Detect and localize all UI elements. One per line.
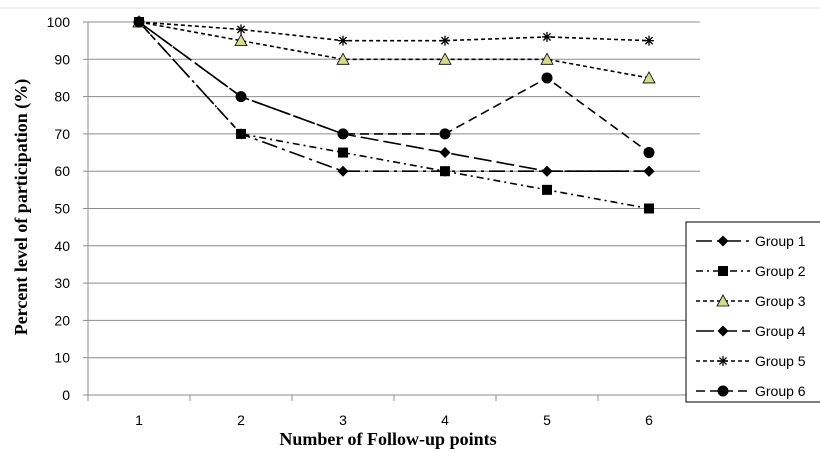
data-point	[338, 35, 348, 46]
data-point	[234, 33, 248, 47]
gridlines	[88, 21, 700, 359]
data-point	[643, 165, 655, 177]
legend-entry: Group 4	[696, 323, 806, 339]
data-point	[236, 128, 246, 139]
data-point	[440, 166, 450, 177]
y-tick-label: 20	[54, 312, 70, 328]
series-6	[133, 16, 655, 159]
legend: Group 1 Group 2 Group 3 Group 4 Group 5 Group…	[685, 221, 820, 403]
legend-entry: Group 6	[696, 383, 806, 399]
legend-label: Group 6	[755, 383, 806, 399]
series-3	[132, 15, 656, 84]
y-tick-label: 100	[47, 14, 71, 30]
data-point	[542, 31, 552, 42]
data-point	[718, 266, 728, 276]
data-point	[439, 128, 451, 140]
data-point	[540, 52, 554, 65]
data-point	[717, 385, 729, 397]
data-point	[235, 91, 247, 103]
x-tick-label: 6	[645, 412, 653, 428]
series-5	[134, 17, 654, 46]
x-axis-ticks: 1 2 3 4 5 6	[135, 412, 653, 428]
y-tick-label: 50	[54, 201, 70, 217]
data-point	[642, 71, 656, 84]
series-line	[138, 21, 650, 154]
data-point	[133, 16, 145, 28]
x-tick-label: 2	[237, 412, 245, 428]
y-tick-label: 70	[54, 126, 70, 142]
data-point	[717, 235, 729, 247]
x-tick-label: 3	[339, 412, 347, 428]
legend-entry: Group 3	[696, 293, 806, 309]
series-line	[138, 21, 650, 210]
x-tick-label: 4	[441, 412, 449, 428]
x-tick-label: 5	[543, 412, 551, 428]
data-point	[541, 165, 553, 177]
y-tick-label: 90	[54, 51, 70, 67]
series-2	[134, 17, 654, 214]
data-point	[338, 147, 348, 158]
y-tick-label: 40	[54, 238, 70, 254]
data-point	[541, 72, 553, 84]
y-tick-label: 80	[54, 89, 70, 105]
data-point	[644, 203, 654, 214]
data-point	[718, 356, 728, 366]
legend-label: Group 1	[755, 233, 806, 249]
series-group	[132, 15, 656, 214]
data-point	[337, 165, 349, 177]
y-tick-label: 60	[54, 163, 70, 179]
y-tick-label: 30	[54, 275, 70, 291]
y-tick-label: 10	[54, 350, 70, 366]
series-line	[138, 21, 650, 79]
data-point	[438, 52, 452, 65]
data-point	[236, 24, 246, 35]
legend-label: Group 4	[755, 323, 806, 339]
legend-entry: Group 1	[696, 233, 806, 249]
series-line	[138, 21, 650, 42]
data-point	[337, 128, 349, 140]
legend-box	[685, 221, 820, 403]
data-point	[336, 52, 350, 65]
legend-entry: Group 5	[696, 353, 806, 369]
data-point	[644, 35, 654, 46]
y-axis-title: Percent level of participation (%)	[11, 79, 32, 336]
legend-entry: Group 2	[696, 263, 806, 279]
data-point	[542, 184, 552, 195]
data-point	[440, 35, 450, 46]
legend-label: Group 2	[755, 263, 806, 279]
data-point	[716, 294, 730, 307]
y-axis-ticks: 0 10 20 30 40 50 60 70 80 90 100	[47, 14, 71, 403]
data-point	[439, 147, 451, 159]
legend-label: Group 5	[755, 353, 806, 369]
data-point	[717, 325, 729, 337]
x-axis-title: Number of Follow-up points	[279, 429, 496, 449]
y-tick-label: 0	[62, 387, 70, 403]
series-line	[138, 21, 649, 172]
x-tick-label: 1	[135, 412, 143, 428]
axes	[83, 21, 701, 401]
legend-label: Group 3	[755, 293, 806, 309]
data-point	[643, 147, 655, 159]
